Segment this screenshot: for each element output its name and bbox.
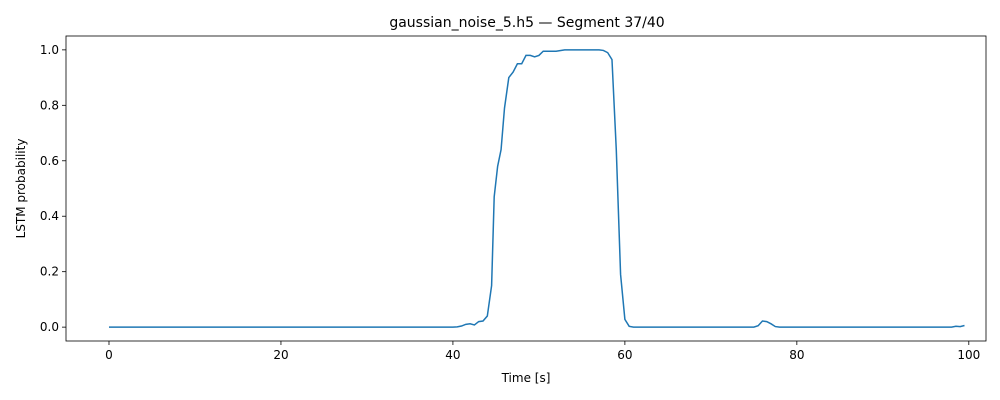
y-tick-label: 0.2: [40, 265, 59, 279]
chart-title: gaussian_noise_5.h5 — Segment 37/40: [389, 15, 664, 31]
plot-frame: [65, 35, 987, 342]
x-tick-label: 40: [445, 348, 460, 362]
x-axis: 0 20 40 60 80 100: [105, 341, 980, 362]
y-tick-label: 0.6: [40, 154, 59, 168]
x-tick-label: 100: [957, 348, 980, 362]
x-tick-label: 0: [105, 348, 113, 362]
y-axis: 0.0 0.2 0.4 0.6 0.8 1.0: [40, 43, 66, 334]
series-line: [108, 49, 965, 328]
plot-area: [66, 36, 986, 341]
x-axis-label: Time [s]: [501, 371, 551, 385]
x-tick-label: 20: [273, 348, 288, 362]
x-tick-label: 80: [789, 348, 804, 362]
y-tick-label: 0.8: [40, 98, 59, 112]
x-tick-label: 60: [617, 348, 632, 362]
y-tick-label: 0.0: [40, 320, 59, 334]
y-tick-label: 0.4: [40, 209, 59, 223]
y-tick-label: 1.0: [40, 43, 59, 57]
y-axis-label: LSTM probability: [14, 139, 28, 239]
